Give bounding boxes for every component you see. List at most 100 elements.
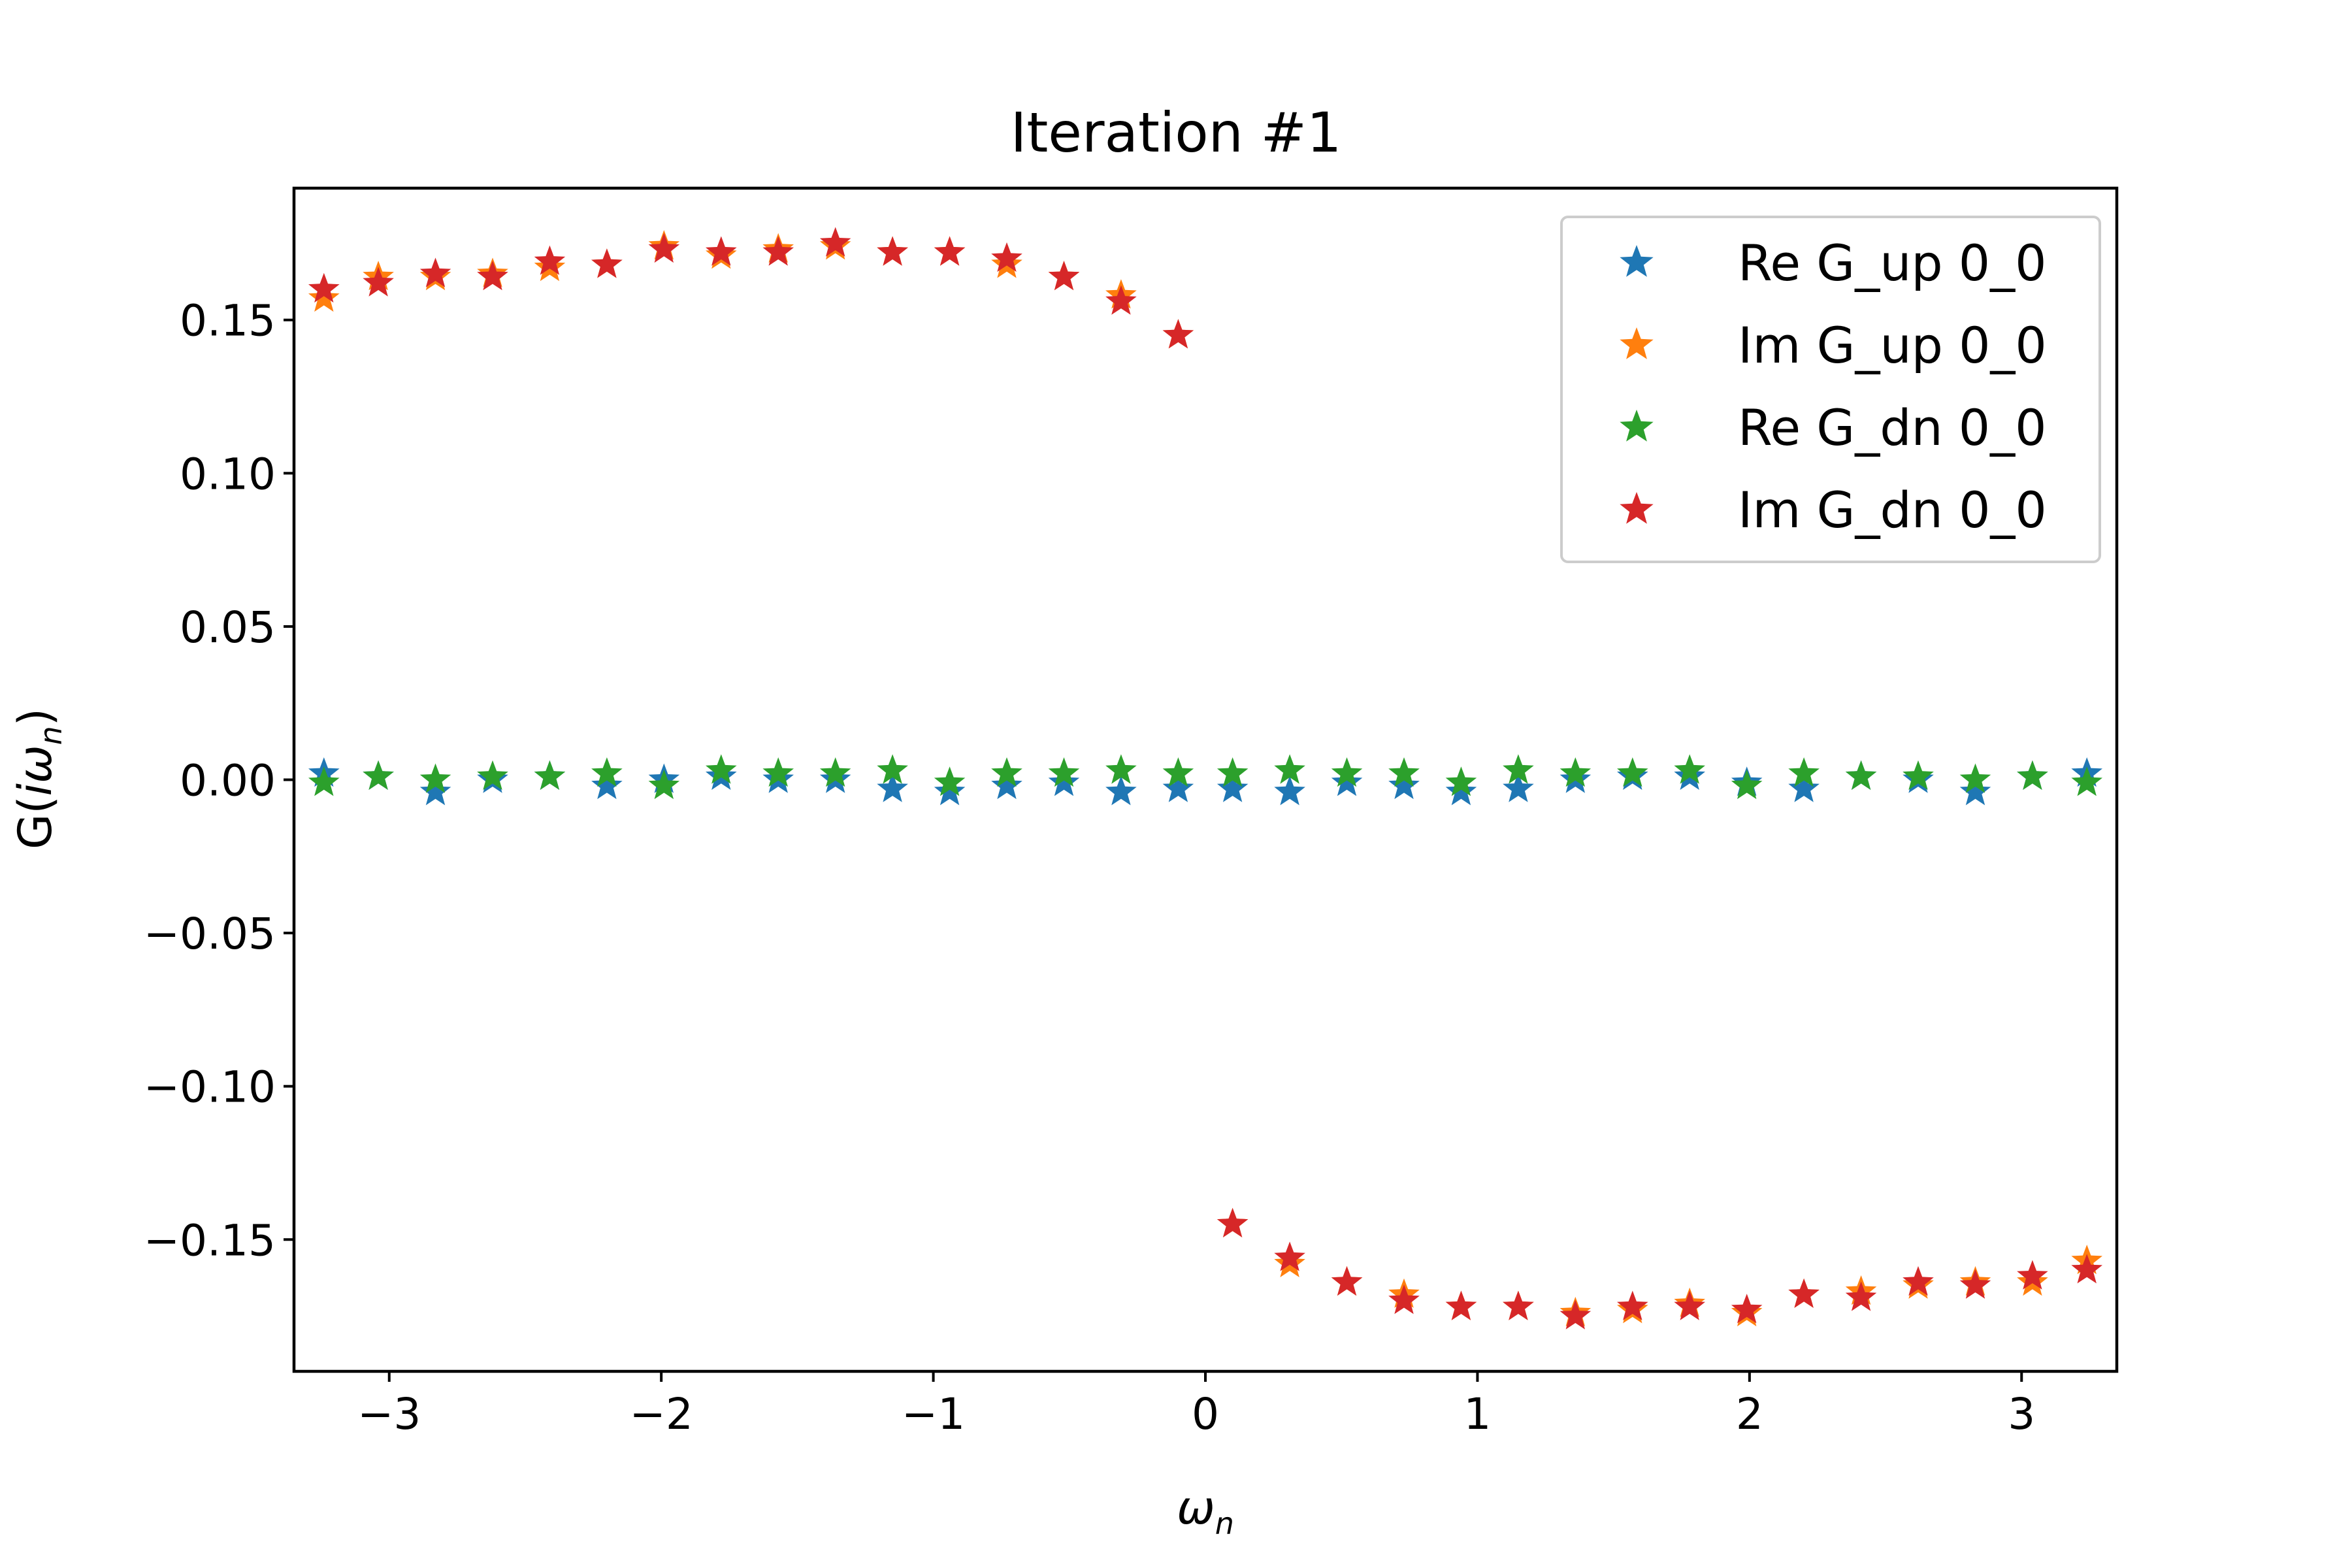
x-tick-label: 1 <box>1463 1389 1491 1439</box>
data-point <box>2071 766 2102 796</box>
data-point <box>877 772 908 802</box>
data-point <box>1959 763 1991 793</box>
x-tick-label: 0 <box>1192 1389 1219 1439</box>
data-point <box>1959 1269 1991 1299</box>
data-point <box>648 233 680 263</box>
data-point <box>1162 319 1194 349</box>
data-point <box>1845 1281 1877 1311</box>
data-point <box>1445 776 1477 806</box>
data-point <box>477 760 508 790</box>
y-tick-label: 0.15 <box>180 296 276 346</box>
data-point <box>1274 1241 1305 1271</box>
data-point <box>308 282 340 312</box>
data-point <box>762 236 794 266</box>
y-tick-label: 0.00 <box>180 756 276 806</box>
data-point <box>591 769 623 800</box>
x-axis: −3 −2 −1 0 1 2 3 <box>357 1371 2035 1439</box>
data-point <box>1445 766 1477 796</box>
data-points <box>308 227 2102 1330</box>
data-point <box>1674 1290 1705 1320</box>
data-point <box>1788 1278 1820 1308</box>
y-tick-label: −0.15 <box>144 1215 276 1266</box>
data-point <box>1274 754 1305 784</box>
data-point <box>308 766 340 796</box>
legend: Re G_up 0_0 Im G_up 0_0 Re G_dn 0_0 Im G_dn… <box>1560 216 2101 563</box>
series-re-g_up-0_0 <box>308 757 2102 806</box>
data-point <box>877 236 908 266</box>
data-point <box>1903 1266 1934 1296</box>
x-tick-label: −3 <box>357 1389 421 1439</box>
data-point <box>1048 766 1080 796</box>
legend-marker <box>1620 492 1654 524</box>
data-point <box>1331 766 1363 796</box>
data-point <box>1217 757 1249 787</box>
data-point <box>1445 1290 1477 1320</box>
data-point <box>1048 757 1080 787</box>
data-point <box>1048 261 1080 291</box>
data-point <box>419 763 451 793</box>
data-point <box>991 757 1022 787</box>
chart-title: Iteration #1 <box>1011 101 1342 165</box>
data-point <box>1845 760 1877 790</box>
x-tick-label: 3 <box>2008 1389 2035 1439</box>
data-point <box>1162 757 1194 787</box>
y-tick-label: 0.10 <box>180 449 276 499</box>
data-point <box>419 257 451 287</box>
data-point <box>1731 769 1763 800</box>
data-point <box>1274 776 1305 806</box>
legend-marker <box>1620 410 1654 442</box>
data-point <box>308 272 340 303</box>
data-point <box>1388 757 1420 787</box>
data-point <box>877 754 908 784</box>
data-point <box>819 757 851 787</box>
data-point <box>1903 760 1934 790</box>
y-axis-label: G(iωn) <box>8 708 69 849</box>
data-point <box>934 776 966 806</box>
data-point <box>1503 772 1534 802</box>
data-point <box>1674 754 1705 784</box>
data-point <box>1217 772 1249 802</box>
x-axis-label: ωn <box>1177 1481 1234 1541</box>
data-point <box>591 248 623 278</box>
data-point <box>1331 1266 1363 1296</box>
data-point <box>1503 754 1534 784</box>
data-point <box>1105 776 1137 806</box>
data-point <box>1105 754 1137 784</box>
data-point <box>706 754 737 784</box>
data-point <box>363 760 394 790</box>
legend-marker <box>1620 327 1654 359</box>
data-point <box>1788 772 1820 802</box>
data-point <box>1217 1207 1249 1237</box>
legend-label: Re G_dn 0_0 <box>1738 399 2046 457</box>
data-point <box>534 760 566 790</box>
y-tick-label: 0.05 <box>180 602 276 653</box>
data-point <box>991 242 1022 272</box>
data-point <box>1105 285 1137 315</box>
data-point <box>819 227 851 257</box>
series-im-g_dn-0_0 <box>308 227 2102 1330</box>
data-point <box>1731 1294 1763 1324</box>
x-tick-label: 2 <box>1736 1389 1763 1439</box>
data-point <box>1162 772 1194 802</box>
legend-label: Im G_up 0_0 <box>1738 316 2047 374</box>
data-point <box>591 757 623 787</box>
data-point <box>1560 1299 1592 1330</box>
x-tick-label: −1 <box>902 1389 965 1439</box>
data-point <box>1788 757 1820 787</box>
data-point <box>1617 757 1648 787</box>
series-re-g_dn-0_0 <box>308 754 2102 800</box>
data-point <box>1331 757 1363 787</box>
data-point <box>2071 1254 2102 1284</box>
data-point <box>1560 757 1592 787</box>
data-point <box>363 267 394 297</box>
data-point <box>1959 776 1991 806</box>
data-point <box>648 769 680 800</box>
legend-box <box>1560 216 2101 563</box>
legend-marker <box>1620 245 1654 277</box>
data-point <box>534 245 566 275</box>
data-point <box>991 769 1022 800</box>
x-tick-label: −2 <box>630 1389 693 1439</box>
y-axis: −0.15 −0.10 −0.05 0.00 0.05 0.10 0.15 <box>144 296 294 1266</box>
data-point <box>1617 1290 1648 1320</box>
data-point <box>934 236 966 266</box>
